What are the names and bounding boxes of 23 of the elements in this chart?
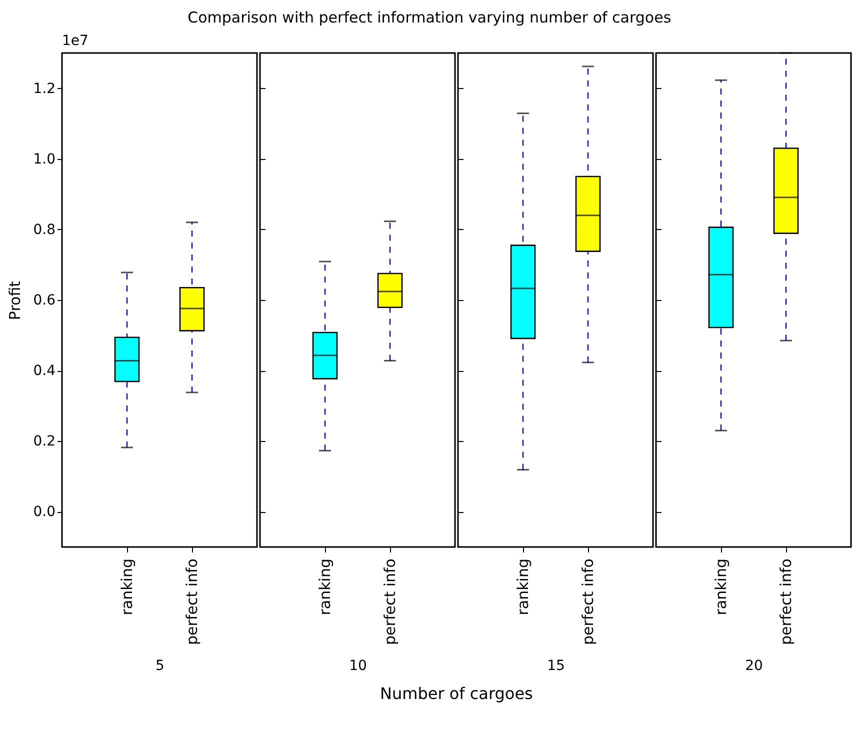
x-tick-label: perfect info bbox=[579, 558, 597, 645]
y-tick-label: 0.0 bbox=[33, 504, 56, 520]
y-tick-label: 0.4 bbox=[33, 363, 56, 380]
y-axis-title: Profit bbox=[6, 280, 24, 320]
x-tick-label: ranking bbox=[712, 558, 730, 616]
x-tick-label: ranking bbox=[118, 558, 136, 616]
x-axis-title: 10 bbox=[349, 658, 367, 674]
text: 1e7 bbox=[62, 33, 88, 49]
x-axis-title: 15 bbox=[547, 658, 565, 674]
y-tick-label: 1.2 bbox=[33, 80, 56, 97]
x-axis-title: 20 bbox=[745, 658, 763, 674]
x-tick-label: ranking bbox=[316, 558, 334, 616]
y-tick-label: 0.8 bbox=[33, 222, 56, 238]
text: Comparison with perfect information varying number of cargoes bbox=[188, 8, 672, 26]
x-tick-label: ranking bbox=[514, 558, 532, 616]
y-tick-label: 0.6 bbox=[33, 292, 56, 308]
x-axis-title: 5 bbox=[156, 658, 164, 674]
x-tick-label: perfect info bbox=[381, 558, 399, 645]
x-tick-label: perfect info bbox=[183, 558, 201, 645]
y-tick-label: 1.0 bbox=[33, 151, 56, 168]
x-tick-label: perfect info bbox=[777, 558, 795, 645]
y-tick-label: 0.2 bbox=[33, 434, 56, 450]
text: Number of cargoes bbox=[380, 684, 533, 703]
